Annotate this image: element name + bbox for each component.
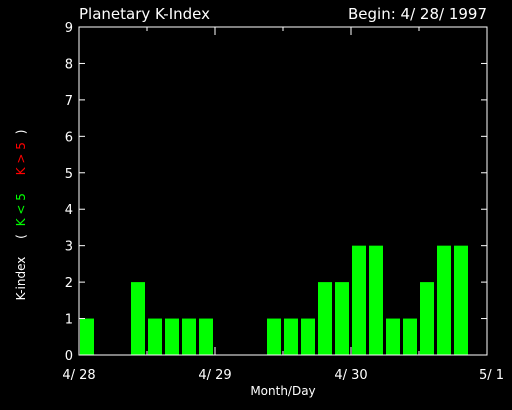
bar-17 [369, 245, 383, 355]
y-tick-label-7: 7 [65, 94, 73, 109]
bar-19 [403, 318, 417, 355]
y-tick-label-5: 5 [65, 167, 73, 182]
bar-5 [165, 318, 179, 355]
bar-7 [199, 318, 213, 355]
y-tick-label-0: 0 [65, 349, 73, 364]
bar-13 [301, 318, 315, 355]
y-tick-label-2: 2 [65, 276, 73, 291]
bar-14 [318, 282, 332, 355]
y-axis-label-main: K-index [14, 257, 28, 301]
bar-4 [148, 318, 162, 355]
y-axis-label-close: ) [14, 130, 28, 135]
x-tick-label-8: 4/ 29 [198, 368, 231, 383]
y-axis-label-low: K < 5 [14, 193, 28, 226]
y-axis-label: K-index ( K < 5 K > 5 ) [14, 130, 28, 301]
bar-21 [437, 245, 451, 355]
x-tick-label-24: 5/ 1 [479, 368, 504, 383]
y-tick-label-1: 1 [65, 313, 73, 328]
x-tick-labels: 4/ 28 4/ 29 4/ 30 5/ 1 [62, 368, 504, 383]
bar-22 [454, 245, 468, 355]
bars-layer [80, 245, 468, 355]
chart-title: Planetary K-Index [79, 5, 210, 23]
bar-16 [352, 245, 366, 355]
x-axis-label: Month/Day [250, 384, 315, 398]
axes-layer [78, 26, 488, 356]
y-axis-label-open: ( [14, 234, 28, 239]
y-tick-label-3: 3 [65, 240, 73, 255]
chart-begin-date: Begin: 4/ 28/ 1997 [348, 5, 487, 23]
bar-11 [267, 318, 281, 355]
bar-15 [335, 282, 349, 355]
x-tick-label-0: 4/ 28 [62, 368, 95, 383]
y-axis-label-high: K > 5 [14, 142, 28, 175]
bar-3 [131, 282, 145, 355]
bar-12 [284, 318, 298, 355]
y-tick-label-9: 9 [65, 21, 73, 36]
y-tick-label-8: 8 [65, 57, 73, 72]
bar-20 [420, 282, 434, 355]
bar-18 [386, 318, 400, 355]
y-tick-label-4: 4 [65, 203, 73, 218]
bar-6 [182, 318, 196, 355]
bar-0 [80, 318, 94, 355]
y-tick-labels: 0 1 2 3 4 5 6 7 8 9 [65, 21, 73, 364]
y-tick-label-6: 6 [65, 130, 73, 145]
x-tick-label-16: 4/ 30 [334, 368, 367, 383]
